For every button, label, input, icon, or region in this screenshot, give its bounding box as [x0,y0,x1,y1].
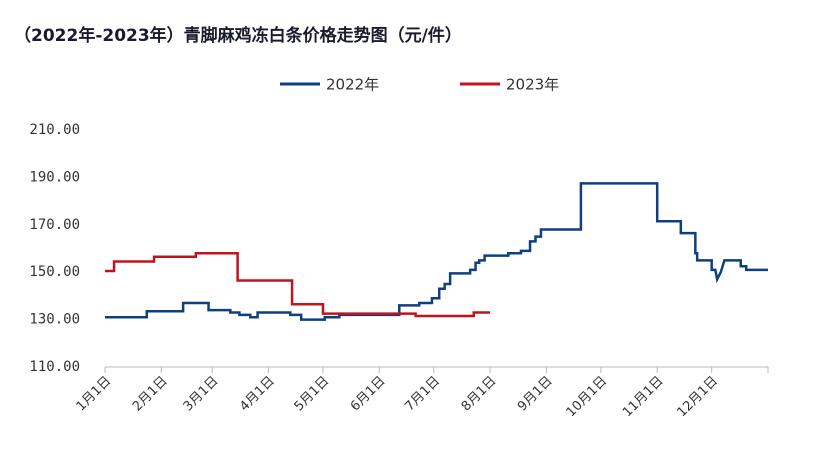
x-tick-label: 9月1日 [515,374,556,415]
x-tick-label: 7月1日 [402,374,443,415]
chart-title: （2022年-2023年）青脚麻鸡冻白条价格走势图（元/件） [14,25,462,46]
x-tick-label: 12月1日 [674,374,721,421]
x-tick-label: 8月1日 [459,374,500,415]
x-tick-label: 5月1日 [292,374,333,415]
x-tick-label: 1月1日 [74,374,115,415]
y-tick-label: 130.00 [29,312,80,328]
x-tick-label: 4月1日 [237,374,278,415]
series-line [105,251,491,318]
legend-label: 2022年 [326,76,379,94]
y-tick-label: 150.00 [29,264,80,280]
x-tick-label: 6月1日 [348,374,389,415]
x-tick-label: 2月1日 [130,374,171,415]
x-tick-label: 11月1日 [620,374,667,421]
series-line [105,182,768,321]
y-tick-label: 210.00 [29,122,80,138]
legend-label: 2023年 [506,76,559,94]
y-tick-label: 110.00 [29,359,80,375]
y-tick-label: 170.00 [29,217,80,233]
x-tick-label: 3月1日 [181,374,222,415]
x-tick-label: 10月1日 [564,374,611,421]
y-tick-label: 190.00 [29,169,80,185]
